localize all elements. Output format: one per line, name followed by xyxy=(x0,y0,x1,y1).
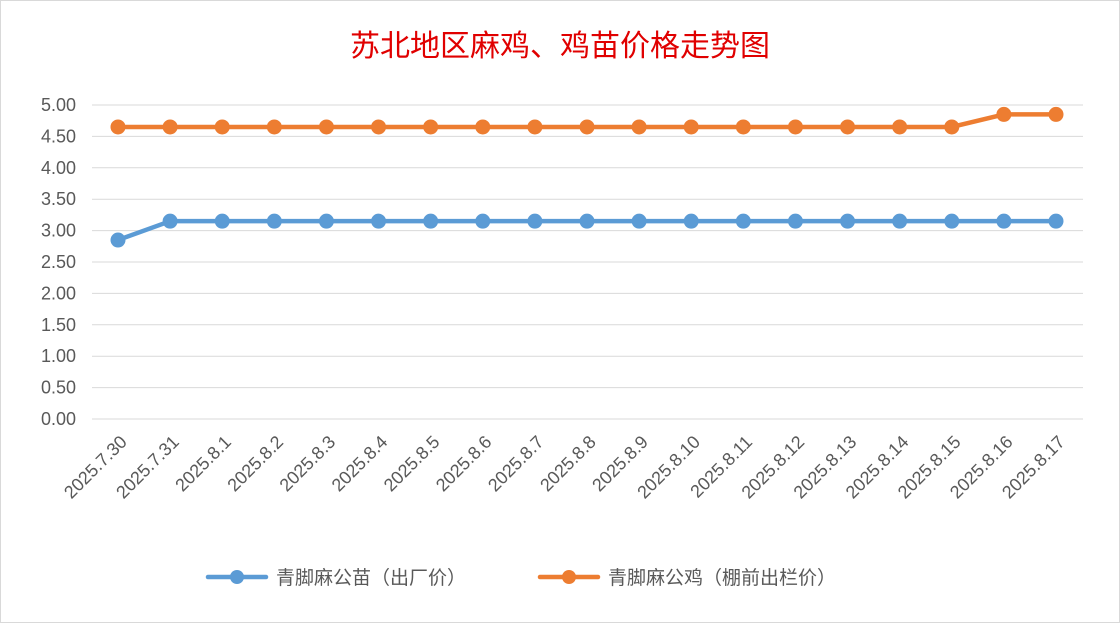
data-point xyxy=(318,213,334,229)
y-tick-label: 4.50 xyxy=(41,126,76,146)
data-point xyxy=(214,213,230,229)
data-point xyxy=(787,213,803,229)
series-lines xyxy=(110,106,1064,248)
y-tick-label: 0.50 xyxy=(41,378,76,398)
legend: 青脚麻公苗（出厂价） 青脚麻公鸡（棚前出栏价） xyxy=(205,567,836,589)
data-point xyxy=(162,119,178,135)
data-point xyxy=(840,119,856,135)
data-point xyxy=(475,119,491,135)
legend-item-1: 青脚麻公苗（出厂价） xyxy=(205,567,466,589)
data-point xyxy=(892,213,908,229)
data-point xyxy=(996,213,1012,229)
y-axis-ticks: 0.00 0.50 1.00 1.50 2.00 2.50 3.00 3.50 4.00 4.50… xyxy=(41,95,76,429)
data-point xyxy=(735,119,751,135)
y-tick-label: 2.00 xyxy=(41,283,76,303)
data-point xyxy=(631,119,647,135)
data-point xyxy=(1048,213,1064,229)
legend-item-2: 青脚麻公鸡（棚前出栏价） xyxy=(537,567,836,589)
data-point xyxy=(475,213,491,229)
data-point xyxy=(371,119,387,135)
data-point xyxy=(892,119,908,135)
data-point xyxy=(944,119,960,135)
legend-label: 青脚麻公苗（出厂价） xyxy=(276,567,466,589)
y-tick-label: 2.50 xyxy=(41,252,76,272)
y-tick-label: 1.00 xyxy=(41,346,76,366)
data-point xyxy=(266,213,282,229)
y-tick-label: 3.00 xyxy=(41,221,76,241)
y-tick-label: 5.00 xyxy=(41,95,76,115)
chart-title: 苏北地区麻鸡、鸡苗价格走势图 xyxy=(350,29,770,64)
data-point xyxy=(944,213,960,229)
data-point xyxy=(579,213,595,229)
y-tick-label: 0.00 xyxy=(41,409,76,429)
data-point xyxy=(735,213,751,229)
data-point xyxy=(110,232,126,248)
data-point xyxy=(579,119,595,135)
data-point xyxy=(423,213,439,229)
data-point xyxy=(683,213,699,229)
y-tick-label: 1.50 xyxy=(41,315,76,335)
legend-marker xyxy=(230,570,244,584)
data-point xyxy=(527,119,543,135)
data-point xyxy=(527,213,543,229)
data-point xyxy=(683,119,699,135)
data-point xyxy=(110,119,126,135)
gridlines xyxy=(92,104,1083,420)
data-point xyxy=(214,119,230,135)
data-point xyxy=(318,119,334,135)
data-point xyxy=(423,119,439,135)
data-point xyxy=(162,213,178,229)
y-tick-label: 4.00 xyxy=(41,158,76,178)
data-point xyxy=(787,119,803,135)
data-point xyxy=(1048,106,1064,122)
data-point xyxy=(266,119,282,135)
data-point xyxy=(631,213,647,229)
legend-marker xyxy=(562,570,576,584)
series-2 xyxy=(110,106,1064,135)
y-tick-label: 3.50 xyxy=(41,189,76,209)
data-point xyxy=(996,106,1012,122)
series-1 xyxy=(110,213,1064,248)
data-point xyxy=(371,213,387,229)
legend-label: 青脚麻公鸡（棚前出栏价） xyxy=(608,567,836,589)
data-point xyxy=(840,213,856,229)
